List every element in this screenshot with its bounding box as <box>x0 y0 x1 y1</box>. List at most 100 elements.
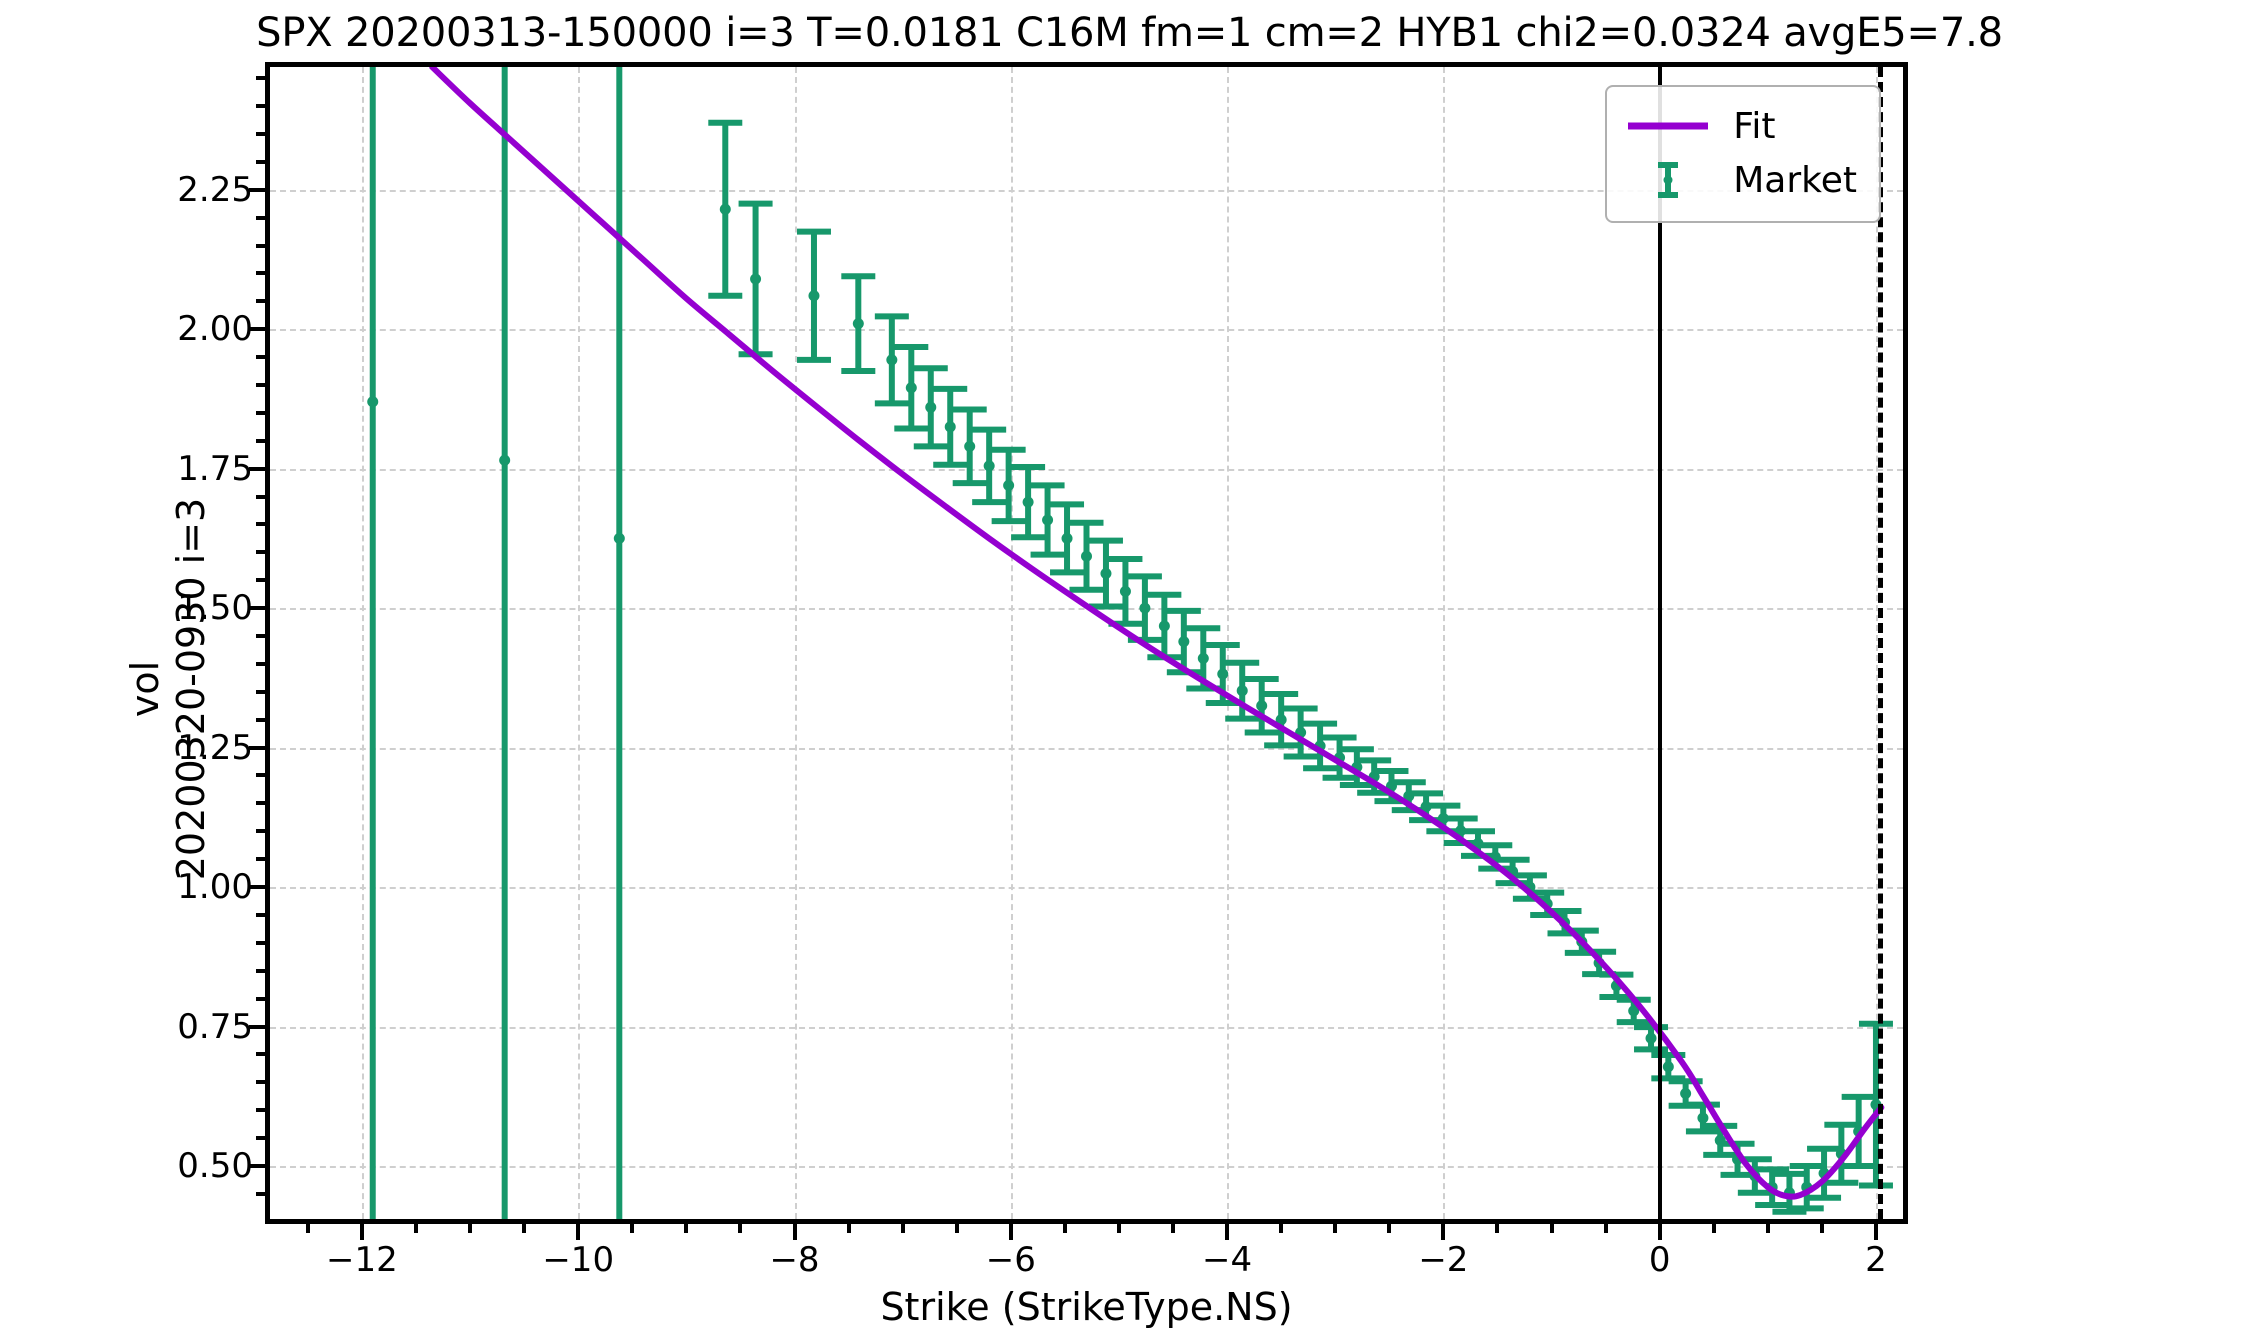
x-tick-minor <box>1387 1224 1392 1233</box>
gridline-vertical <box>1875 67 1878 1219</box>
x-tick-minor <box>684 1224 689 1233</box>
gridline-vertical <box>578 67 581 1219</box>
x-tick-minor <box>1116 1224 1121 1233</box>
errorbar-point <box>1322 734 1357 781</box>
x-tick-minor <box>413 1224 418 1233</box>
errorbar-point <box>952 406 987 487</box>
x-tick-label: −4 <box>1202 1240 1253 1280</box>
errorbar-point <box>841 273 876 375</box>
errorbar-point <box>1283 705 1318 760</box>
legend-item-market[interactable]: Market <box>1625 153 1857 207</box>
plot-area: Fit Market <box>265 62 1908 1224</box>
errorbar-point <box>708 119 743 299</box>
y-tick-minor <box>256 243 265 248</box>
gridline-horizontal <box>270 1026 1903 1029</box>
y-tick-minor <box>256 801 265 806</box>
errorbar-point <box>1108 556 1143 627</box>
market-errorbars <box>367 67 1893 1219</box>
errorbar-point <box>1127 573 1162 643</box>
errorbar-point <box>1824 1121 1859 1186</box>
y-tick-major <box>249 327 265 332</box>
y-tick-label: 2.25 <box>177 169 253 210</box>
errorbar-point <box>1339 746 1374 788</box>
x-tick-label: −2 <box>1418 1240 1469 1280</box>
x-tick-minor <box>1279 1224 1284 1233</box>
y-tick-minor <box>256 1191 265 1196</box>
errorbar-point <box>1244 675 1279 736</box>
errorbar-point <box>1011 463 1046 541</box>
y-tick-minor <box>256 550 265 555</box>
errorbar-point <box>874 313 909 407</box>
x-tick-minor <box>1819 1224 1824 1233</box>
x-tick-minor <box>846 1224 851 1233</box>
y-tick-major <box>249 885 265 890</box>
errorbar-point <box>933 385 968 468</box>
y-axis-label: vol 20200320-0930 i=3 <box>122 108 214 1270</box>
y-tick-minor <box>256 159 265 164</box>
y-tick-minor <box>256 438 265 443</box>
gridline-vertical <box>794 67 797 1219</box>
gridline-vertical <box>361 67 364 1219</box>
x-tick-minor <box>954 1224 959 1233</box>
y-tick-minor <box>256 382 265 387</box>
x-tick-label: −6 <box>985 1240 1036 1280</box>
y-tick-major <box>249 466 265 471</box>
x-tick-minor <box>1603 1224 1608 1233</box>
errorbar-point <box>1088 537 1123 610</box>
y-tick-minor <box>256 996 265 1001</box>
x-tick-minor <box>1765 1224 1770 1233</box>
y-tick-major <box>249 745 265 750</box>
errorbar-point <box>1264 691 1299 749</box>
errorbar-point <box>991 446 1026 525</box>
legend-key-market-errorbar <box>1625 160 1711 200</box>
y-tick-minor <box>256 968 265 973</box>
errorbar-point <box>1069 519 1104 593</box>
y-tick-minor <box>256 299 265 304</box>
legend-key-fit-line <box>1625 106 1711 146</box>
y-tick-minor <box>256 215 265 220</box>
errorbar-point <box>894 344 929 432</box>
y-tick-minor <box>256 829 265 834</box>
errorbar-point <box>738 200 773 358</box>
y-tick-label: 0.75 <box>177 1006 253 1047</box>
x-tick-minor <box>1171 1224 1176 1233</box>
x-tick-minor <box>1333 1224 1338 1233</box>
errorbar-point <box>1685 1101 1720 1135</box>
y-tick-label: 0.50 <box>177 1146 253 1186</box>
data-layer <box>367 67 1893 1219</box>
gridline-horizontal <box>270 747 1903 750</box>
gridline-horizontal <box>270 887 1903 890</box>
legend-item-fit[interactable]: Fit <box>1625 99 1857 153</box>
y-tick-minor <box>256 522 265 527</box>
x-tick-label: 2 <box>1865 1240 1887 1280</box>
gridline-vertical <box>1443 67 1446 1219</box>
chart-title: SPX 20200313-150000 i=3 T=0.0181 C16M fm… <box>256 10 2003 56</box>
gridline-horizontal <box>270 1166 1903 1168</box>
x-tick-minor <box>900 1224 905 1233</box>
legend[interactable]: Fit Market <box>1605 85 1881 223</box>
y-tick-major <box>249 187 265 192</box>
y-tick-minor <box>256 104 265 109</box>
errorbar-point <box>1225 659 1260 722</box>
legend-label-fit: Fit <box>1733 105 1776 147</box>
y-tick-minor <box>256 912 265 917</box>
x-tick-minor <box>1062 1224 1067 1233</box>
y-tick-minor <box>256 634 265 639</box>
y-tick-minor <box>256 131 265 136</box>
gridline-horizontal <box>270 189 1903 192</box>
x-tick-minor <box>468 1224 473 1233</box>
y-tick-label: 2.00 <box>177 309 253 350</box>
x-tick-label: 0 <box>1648 1240 1671 1280</box>
errorbar-point <box>367 67 379 1219</box>
x-axis-label: Strike (StrikeType.NS) <box>880 1285 1293 1329</box>
y-tick-minor <box>256 1108 265 1113</box>
legend-label-market: Market <box>1733 159 1857 201</box>
errorbar-point <box>1030 482 1065 558</box>
y-tick-minor <box>256 1136 265 1141</box>
y-tick-minor <box>256 661 265 666</box>
y-tick-minor <box>256 76 265 81</box>
errorbar-point <box>1050 501 1085 576</box>
x-tick-minor <box>522 1224 527 1233</box>
y-axis-label-line2: 20200320-0930 i=3 <box>169 497 213 881</box>
